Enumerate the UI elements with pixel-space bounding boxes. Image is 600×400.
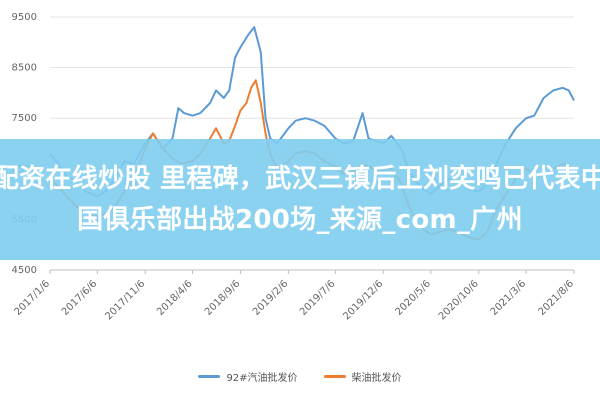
x-axis-ticks: 2017/1/6 2017/6/6 2017/11/6 2018/4/6 2018/9/… (13, 270, 577, 322)
legend-label-series-1: 92#汽油批发价 (226, 372, 298, 384)
x-tick-label-0: 2017/1/6 (13, 278, 53, 318)
legend-swatch-series-2 (323, 374, 346, 378)
y-tick-label-3: 7500 (12, 113, 37, 124)
x-tick-label-9: 2020/10/6 (437, 278, 481, 322)
x-tick-label-2: 2017/11/6 (103, 278, 147, 322)
legend-swatch-series-1 (198, 374, 221, 378)
y-tick-label-5: 9500 (12, 12, 37, 23)
chart-legend: 92#汽油批发价 柴油批发价 (0, 366, 600, 386)
legend-item-series-2[interactable]: 柴油批发价 (323, 369, 402, 384)
banner-line-2: 国俱乐部出战200场_来源_com_广州 (77, 204, 523, 235)
x-tick-label-6: 2019/7/6 (298, 278, 338, 318)
legend-label-series-2: 柴油批发价 (351, 372, 402, 384)
x-tick-label-10: 2021/3/6 (489, 278, 529, 318)
overlay-banner: 配资在线炒股 里程碑，武汉三镇后卫刘奕鸣已代表中 国俱乐部出战200场_来源_c… (0, 139, 600, 260)
y-tick-label-0: 4500 (12, 265, 37, 276)
y-tick-label-4: 8500 (12, 63, 37, 74)
x-tick-label-5: 2019/2/6 (251, 278, 291, 318)
x-tick-label-1: 2017/6/6 (60, 278, 100, 318)
x-tick-label-7: 2019/12/6 (341, 278, 385, 322)
legend-item-series-1[interactable]: 92#汽油批发价 (198, 369, 298, 384)
x-tick-label-11: 2021/8/6 (537, 278, 577, 318)
x-tick-label-3: 2018/4/6 (155, 278, 195, 318)
x-tick-label-4: 2018/9/6 (203, 278, 243, 318)
x-tick-label-8: 2020/5/6 (393, 278, 433, 318)
banner-line-1: 配资在线炒股 里程碑，武汉三镇后卫刘奕鸣已代表中 (0, 163, 600, 194)
